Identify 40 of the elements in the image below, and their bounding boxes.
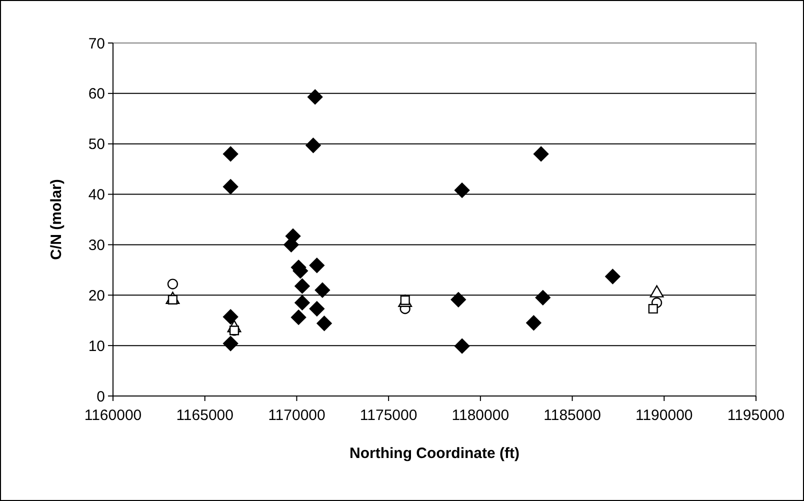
y-tick-label: 10 <box>88 338 105 355</box>
x-axis-title: Northing Coordinate (ft) <box>350 445 520 462</box>
y-tick-label: 40 <box>88 186 105 204</box>
x-tick-label: 1165000 <box>176 407 234 424</box>
point <box>454 182 470 198</box>
point <box>648 304 658 314</box>
point <box>309 301 325 316</box>
y-tick-label: 70 <box>88 35 105 52</box>
point <box>450 292 466 308</box>
y-axis-title: C/N (molar) <box>48 179 65 260</box>
y-tick-label: 0 <box>96 388 105 406</box>
y-tick-label: 50 <box>88 136 105 154</box>
x-tick-label: 1190000 <box>635 407 693 424</box>
x-tick-label: 1175000 <box>360 407 418 424</box>
point <box>535 290 550 306</box>
x-tick-label: 1160000 <box>84 407 142 424</box>
point <box>533 146 549 162</box>
point <box>316 316 332 331</box>
point <box>290 310 306 325</box>
point <box>222 146 238 162</box>
point <box>222 179 238 194</box>
point <box>294 278 310 294</box>
point <box>605 268 620 284</box>
x-tick-label: 1185000 <box>544 407 601 424</box>
y-tick-label: 30 <box>88 236 105 254</box>
point <box>306 138 321 153</box>
point <box>222 309 238 324</box>
y-tick-label: 20 <box>88 287 105 304</box>
point <box>314 282 330 298</box>
x-tick-label: 1170000 <box>268 407 326 424</box>
point <box>454 338 470 354</box>
y-tick-label: 60 <box>88 86 105 103</box>
point <box>526 315 542 330</box>
point <box>294 295 310 310</box>
x-tick-label: 1195000 <box>727 407 785 424</box>
x-tick-label: 1180000 <box>452 407 510 424</box>
point <box>167 278 178 290</box>
point <box>309 258 325 273</box>
point <box>307 89 323 105</box>
point <box>222 336 238 352</box>
